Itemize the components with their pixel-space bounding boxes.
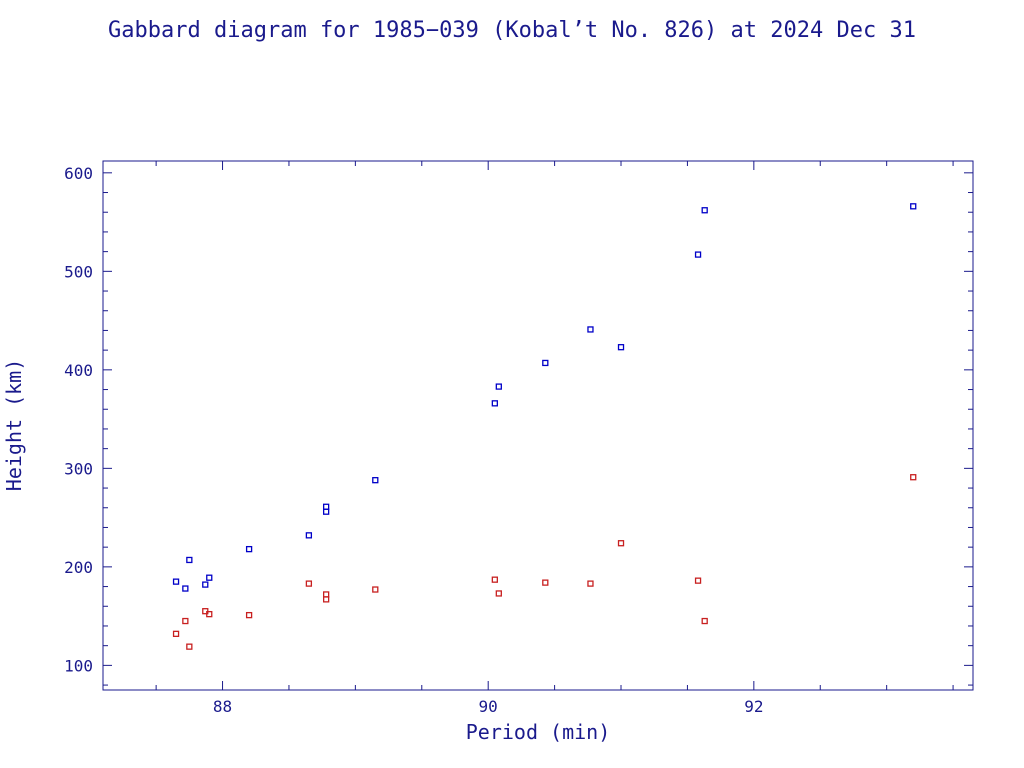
- data-points: [172, 203, 917, 650]
- apogee-point: [172, 578, 180, 585]
- apogee-point: [587, 326, 594, 333]
- axis-ticks: [103, 161, 973, 690]
- apogee-point: [910, 203, 917, 210]
- apogee-point: [305, 532, 313, 539]
- apogee-point: [202, 581, 209, 588]
- x-axis-title: Period (min): [466, 720, 611, 744]
- tick-labels: 88 90 92 100 200 300 400 500 600: [64, 164, 763, 716]
- y-axis-title: Height (km): [2, 359, 26, 491]
- y-tick-label: 500: [64, 262, 93, 281]
- apogee-point: [495, 383, 502, 390]
- apogee-point: [182, 585, 189, 592]
- perigee-point: [322, 596, 330, 603]
- perigee-point: [206, 610, 213, 618]
- y-tick-label: 100: [64, 656, 93, 675]
- apogee-point: [694, 251, 702, 258]
- perigee-point: [542, 579, 549, 586]
- perigee-point: [322, 591, 330, 598]
- perigee-point: [587, 580, 594, 587]
- perigee-point: [694, 577, 702, 584]
- chart-title: Gabbard diagram for 1985−039 (Kobal’t No…: [108, 18, 916, 43]
- perigee-point: [172, 630, 180, 637]
- x-tick-label: 90: [479, 697, 498, 716]
- apogee-point: [186, 556, 193, 564]
- x-tick-label: 92: [744, 697, 763, 716]
- apogee-point: [322, 503, 330, 510]
- x-tick-label: 88: [213, 697, 232, 716]
- apogee-point: [491, 400, 498, 407]
- apogee-point: [542, 359, 549, 367]
- y-tick-label: 200: [64, 558, 93, 577]
- perigee-point: [305, 580, 313, 587]
- y-tick-label: 400: [64, 361, 93, 380]
- apogee-point: [372, 477, 379, 484]
- perigee-point: [491, 576, 498, 583]
- apogee-point: [617, 344, 625, 351]
- apogee-point: [206, 574, 213, 581]
- perigee-point: [617, 540, 625, 547]
- apogee-point: [701, 207, 708, 214]
- y-tick-label: 600: [64, 164, 93, 183]
- perigee-point: [186, 643, 193, 650]
- perigee-point: [182, 617, 189, 625]
- y-tick-label: 300: [64, 459, 93, 478]
- plot-frame: [102, 160, 974, 691]
- perigee-point: [701, 617, 708, 625]
- apogee-point: [322, 508, 330, 515]
- apogee-point: [245, 545, 253, 553]
- perigee-point: [372, 586, 379, 593]
- perigee-point: [245, 611, 253, 619]
- perigee-point: [910, 474, 917, 481]
- perigee-point: [495, 590, 502, 597]
